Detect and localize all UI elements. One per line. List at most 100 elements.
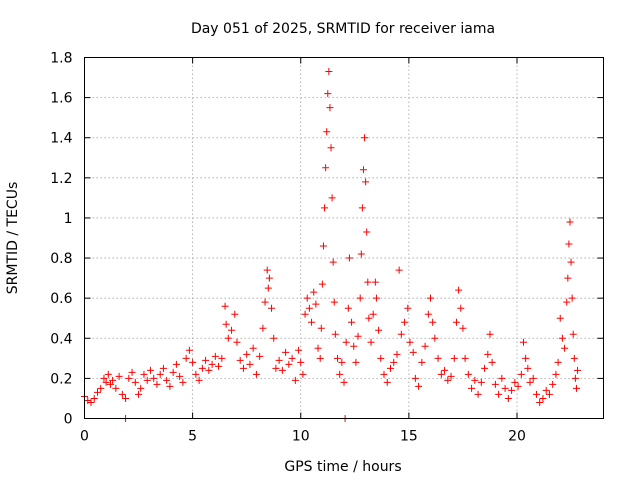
data-point-marker: [367, 338, 375, 346]
y-tick-label: 0.6: [50, 291, 72, 307]
data-point-marker: [328, 194, 336, 202]
data-point-marker: [326, 104, 334, 112]
data-point-marker: [459, 324, 467, 332]
data-point-marker: [303, 294, 311, 302]
data-point-marker: [348, 318, 356, 326]
data-point-marker: [372, 294, 380, 302]
data-point-marker: [377, 354, 385, 362]
data-point-marker: [318, 280, 326, 288]
data-point-marker: [508, 386, 516, 394]
data-point-marker: [299, 370, 307, 378]
data-point-marker: [352, 358, 360, 366]
data-point-marker: [150, 374, 158, 382]
data-point-marker: [495, 390, 503, 398]
data-point-marker: [529, 374, 537, 382]
y-tick-label: 1.8: [50, 51, 72, 67]
data-point-marker: [431, 334, 439, 342]
data-point-marker: [319, 242, 327, 250]
data-point-marker: [301, 310, 309, 318]
data-point-marker: [275, 356, 283, 364]
y-tick-label: 0.4: [50, 331, 72, 347]
data-point-marker: [128, 368, 136, 376]
data-point-marker: [125, 374, 133, 382]
data-point-marker: [517, 370, 525, 378]
data-point-marker: [504, 394, 512, 402]
data-point-marker: [526, 378, 534, 386]
data-point-marker: [354, 332, 362, 340]
y-tick-label: 0: [64, 412, 73, 428]
data-point-marker: [122, 394, 130, 402]
x-tick-label: 20: [508, 429, 526, 445]
y-tick-label: 1.6: [50, 91, 72, 107]
data-point-marker: [153, 380, 161, 388]
data-point-marker: [314, 344, 322, 352]
data-point-marker: [205, 366, 213, 374]
data-point-marker: [115, 372, 123, 380]
data-point-marker: [182, 354, 190, 362]
data-point-marker: [464, 370, 472, 378]
x-tick-label: 5: [188, 429, 197, 445]
data-point-marker: [383, 378, 391, 386]
data-point-marker: [278, 366, 286, 374]
data-point-marker: [474, 390, 482, 398]
data-point-marker: [218, 354, 226, 362]
data-point-marker: [291, 376, 299, 384]
data-point-marker: [519, 338, 527, 346]
data-point-marker: [418, 358, 426, 366]
data-point-marker: [228, 326, 236, 334]
data-point-marker: [336, 370, 344, 378]
data-point-marker: [364, 278, 372, 286]
data-point-marker: [429, 318, 437, 326]
data-point-marker: [282, 348, 290, 356]
data-point-marker: [106, 380, 114, 388]
data-point-marker: [323, 128, 331, 136]
data-point-marker: [569, 330, 577, 338]
data-point-marker: [441, 366, 449, 374]
data-point-marker: [498, 374, 506, 382]
data-point-marker: [457, 304, 465, 312]
data-point-marker: [156, 370, 164, 378]
data-point-marker: [189, 358, 197, 366]
data-point-marker: [334, 354, 342, 362]
y-tick-label: 1.2: [50, 171, 72, 187]
data-point-marker: [87, 398, 95, 406]
data-point-marker: [185, 346, 193, 354]
data-point-marker: [163, 376, 171, 384]
data-point-marker: [143, 376, 151, 384]
data-point-marker: [93, 388, 101, 396]
data-point-marker: [195, 376, 203, 384]
data-point-marker: [344, 304, 352, 312]
data-point-marker: [329, 258, 337, 266]
data-point-marker: [571, 374, 579, 382]
data-point-marker: [342, 338, 350, 346]
data-point-marker: [359, 166, 367, 174]
data-point-marker: [549, 380, 557, 388]
data-point-marker: [471, 376, 479, 384]
data-point-marker: [104, 370, 112, 378]
data-point-marker: [221, 302, 229, 310]
x-tick-label: 0: [80, 429, 89, 445]
chart-title: Day 051 of 2025, SRMTID for receiver iam…: [191, 21, 495, 37]
data-points: [81, 68, 582, 422]
data-point-marker: [109, 376, 117, 384]
data-point-marker: [100, 374, 108, 382]
data-point-marker: [327, 144, 335, 152]
data-point-marker: [361, 134, 369, 142]
data-point-marker: [330, 298, 338, 306]
data-point-marker: [297, 358, 305, 366]
data-point-marker: [511, 378, 519, 386]
data-point-marker: [567, 258, 575, 266]
data-point-marker: [545, 390, 553, 398]
data-point-marker: [563, 298, 571, 306]
data-point-marker: [395, 266, 403, 274]
data-point-marker: [539, 394, 547, 402]
data-point-marker: [406, 338, 414, 346]
data-point-marker: [501, 384, 509, 392]
data-point-marker: [574, 366, 582, 374]
data-point-marker: [310, 288, 318, 296]
data-point-marker: [246, 360, 254, 368]
data-point-marker: [357, 250, 365, 258]
data-point-marker: [461, 354, 469, 362]
data-point-marker: [380, 370, 388, 378]
data-point-marker: [340, 378, 348, 386]
